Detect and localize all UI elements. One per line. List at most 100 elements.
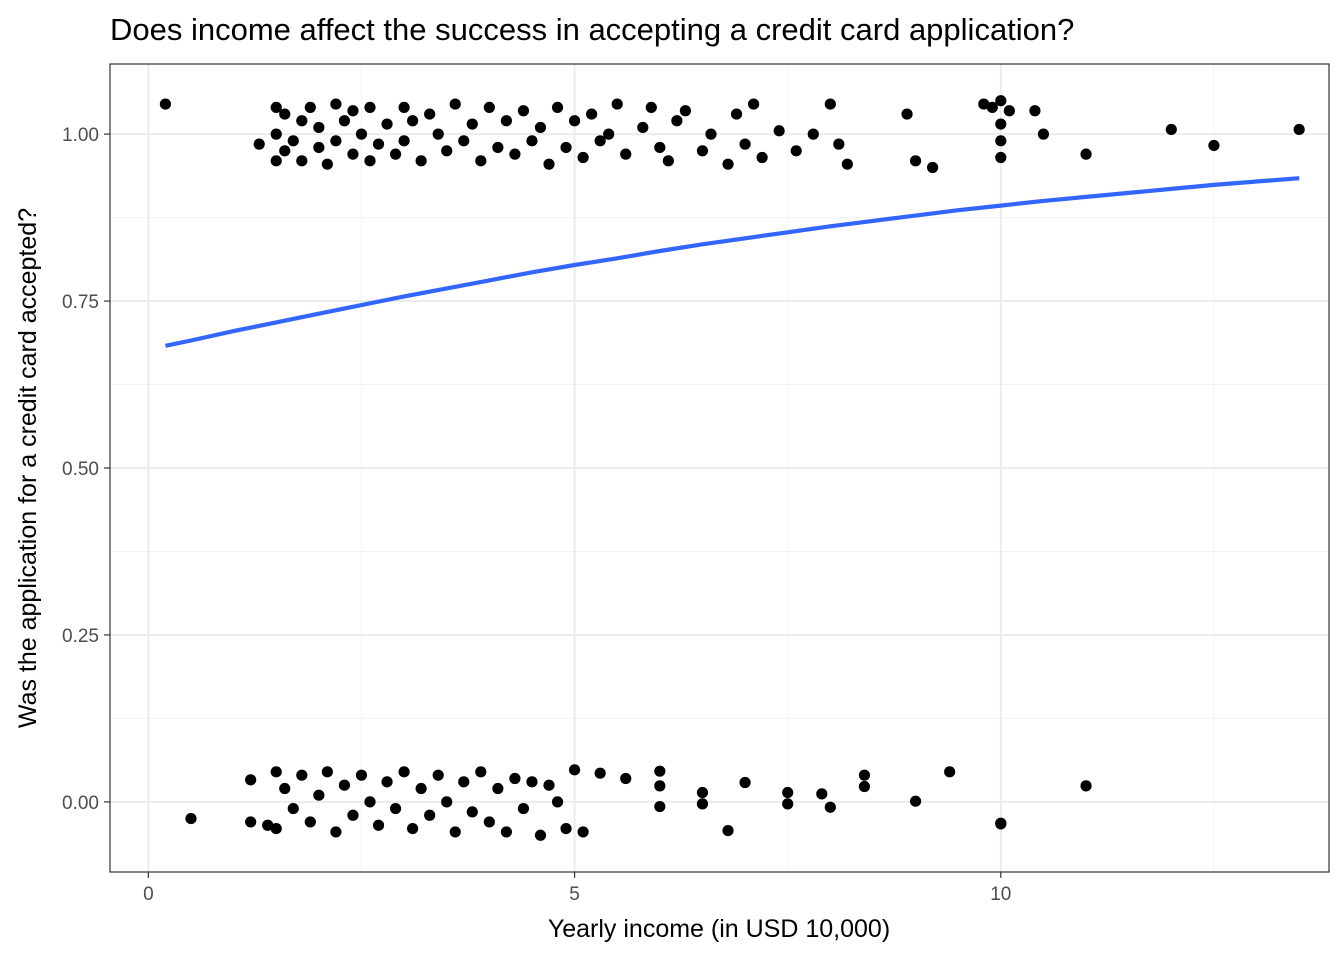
data-point <box>509 772 521 785</box>
data-point <box>568 764 581 776</box>
data-point <box>1029 105 1041 117</box>
data-point <box>568 115 581 127</box>
data-point <box>364 796 376 808</box>
data-point <box>645 101 657 114</box>
y-axis: 0.00 0.25 0.50 0.75 1.00 <box>62 125 110 814</box>
data-point <box>424 108 436 120</box>
data-point <box>262 819 274 831</box>
data-point <box>620 148 632 160</box>
data-point <box>577 151 589 164</box>
data-point <box>662 155 674 167</box>
data-point <box>313 141 325 154</box>
data-point <box>458 776 470 788</box>
data-point <box>441 145 453 157</box>
data-point <box>270 101 282 114</box>
data-point <box>492 782 504 795</box>
y-tick-label: 0.25 <box>62 626 99 647</box>
data-point <box>560 822 572 835</box>
data-point <box>304 816 316 828</box>
data-point <box>909 155 922 167</box>
data-point <box>313 789 325 801</box>
data-point <box>1037 128 1050 140</box>
data-point <box>381 776 393 788</box>
data-point <box>909 795 922 807</box>
data-point <box>679 105 692 117</box>
data-point <box>841 158 853 170</box>
data-point <box>270 155 282 167</box>
data-point <box>364 101 376 114</box>
data-point <box>475 766 487 778</box>
data-point <box>654 780 666 792</box>
data-point <box>995 118 1007 130</box>
data-point <box>551 796 564 808</box>
x-axis: 0 5 10 <box>143 872 1011 905</box>
data-point <box>696 798 709 810</box>
data-point <box>1080 780 1092 792</box>
data-point <box>372 819 385 831</box>
data-point <box>858 780 871 793</box>
data-point <box>492 141 504 154</box>
data-point <box>517 802 530 815</box>
data-point <box>313 121 325 134</box>
data-point <box>475 155 487 167</box>
data-point <box>517 105 530 117</box>
data-point <box>620 772 632 785</box>
data-point <box>927 161 939 174</box>
data-point <box>1080 148 1092 160</box>
data-point <box>739 776 751 789</box>
data-point <box>995 151 1007 164</box>
data-point <box>807 128 819 140</box>
data-point <box>1208 139 1220 152</box>
data-point <box>407 822 419 835</box>
x-tick-label: 5 <box>569 884 580 905</box>
data-point <box>253 138 265 150</box>
data-point <box>330 98 342 110</box>
data-point <box>449 98 461 110</box>
data-point <box>782 786 794 799</box>
data-point <box>543 779 555 791</box>
data-point <box>398 766 410 778</box>
data-point <box>790 145 802 157</box>
data-point <box>466 806 478 818</box>
data-point <box>944 766 956 778</box>
data-point <box>185 812 197 825</box>
data-point <box>654 800 666 813</box>
data-point <box>381 118 393 130</box>
data-point <box>534 829 547 841</box>
data-point <box>500 115 512 127</box>
data-point <box>696 786 709 799</box>
data-point <box>279 108 291 120</box>
data-point <box>398 135 410 147</box>
fit-line-group <box>164 176 1300 348</box>
data-point <box>415 782 427 795</box>
data-point <box>1003 105 1015 117</box>
data-point <box>824 98 836 110</box>
data-point <box>279 782 291 795</box>
data-point <box>1293 123 1305 136</box>
data-point <box>577 826 589 838</box>
data-point <box>986 101 998 114</box>
data-point <box>483 816 495 828</box>
data-point <box>696 145 709 157</box>
data-point <box>586 108 598 120</box>
chart-title: Does income affect the success in accept… <box>110 12 1074 47</box>
data-point <box>287 802 299 815</box>
data-point <box>722 824 734 837</box>
data-point <box>509 148 521 160</box>
data-point <box>526 135 538 147</box>
data-point <box>347 809 359 821</box>
data-point <box>739 138 751 150</box>
data-point <box>458 135 470 147</box>
data-point <box>321 766 333 778</box>
data-point <box>671 115 683 127</box>
data-point <box>449 826 461 838</box>
data-point <box>270 822 282 835</box>
data-point <box>159 98 172 110</box>
data-point <box>270 128 282 140</box>
x-axis-title: Yearly income (in USD 10,000) <box>548 915 890 943</box>
data-point <box>321 158 333 170</box>
data-point <box>756 151 768 164</box>
data-point <box>978 98 990 110</box>
data-point <box>279 145 291 157</box>
data-point <box>603 128 615 140</box>
